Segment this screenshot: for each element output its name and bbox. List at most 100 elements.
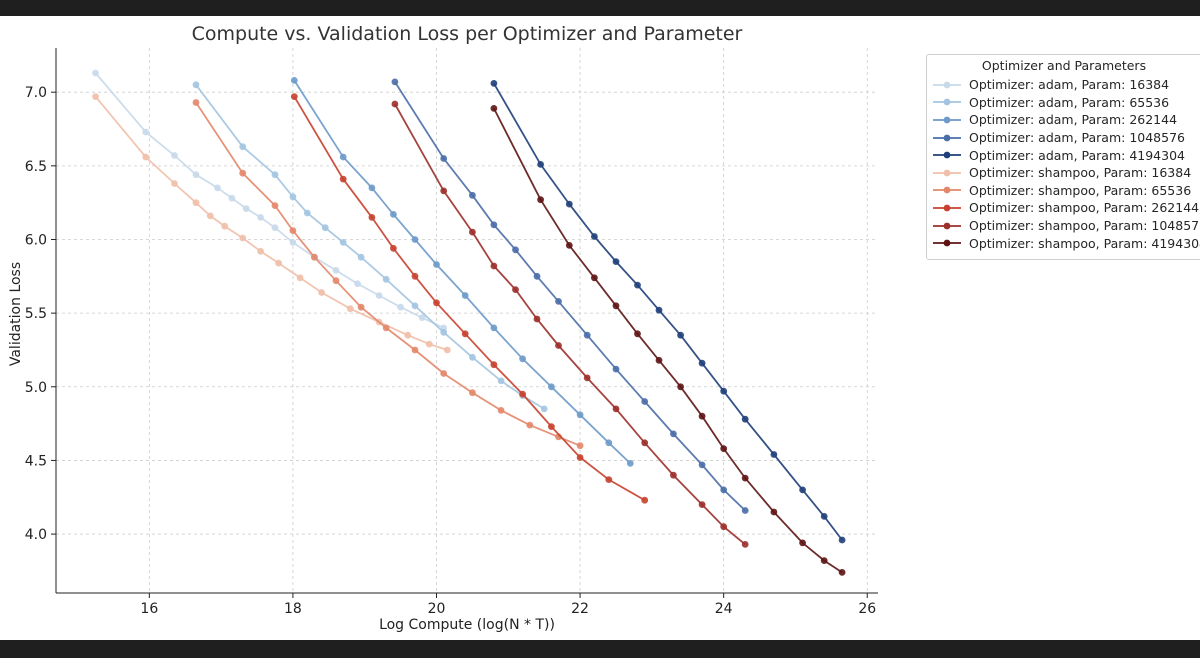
bottom-frame-bar [0,640,1200,658]
data-point [411,272,419,280]
y-tick-label: 7.0 [25,85,47,101]
y-tick-label: 5.5 [25,306,47,322]
legend-item: Optimizer: adam, Param: 262144 [927,111,1200,129]
data-point [411,302,419,310]
legend-item: Optimizer: adam, Param: 4194304 [927,146,1200,164]
data-point [192,81,200,89]
data-point [214,184,221,192]
data-point [382,324,390,332]
data-point [289,193,297,201]
data-point [555,298,562,305]
data-point [677,331,684,339]
y-tick-label: 4.5 [25,453,47,469]
data-point [357,303,365,311]
data-point [677,383,684,391]
data-point [612,365,620,373]
data-point [641,398,649,405]
data-point [339,175,347,183]
x-tick-label: 16 [140,601,158,617]
data-point [221,222,229,230]
data-point [565,200,573,208]
data-point [583,331,591,339]
data-point [390,211,397,218]
data-point [290,77,298,84]
data-point [526,421,534,429]
legend-title: Optimizer and Parameters [981,58,1147,73]
data-point [290,93,298,100]
data-point [461,330,469,338]
data-point [497,377,505,385]
data-point [346,305,354,313]
legend-swatch-marker [943,134,951,141]
series-line [293,96,646,501]
data-point [591,233,598,240]
ticks: 16 18 20 22 24 26 4.0 4.5 5.0 5.5 6.0 6.5 7.0 [25,85,876,617]
data-point [469,353,476,361]
data-point [565,242,573,249]
data-point [257,214,264,221]
data-point [591,274,598,282]
data-point [469,191,476,199]
legend-item: Optimizer: shampoo, Param: 65536 [927,182,1200,200]
data-point [443,346,451,354]
data-point [242,205,250,213]
data-point [271,202,279,210]
y-tick-label: 6.0 [25,232,47,248]
data-point [626,460,634,467]
data-point [576,411,584,419]
series-group [92,69,846,576]
legend-swatch-marker [943,186,951,194]
data-point [397,303,404,311]
grid [56,48,878,593]
data-point [583,374,591,382]
data-point [533,272,541,280]
data-point [770,508,778,516]
data-point [741,474,749,482]
x-tick-label: 26 [858,601,876,617]
data-point [404,331,412,339]
data-point [540,405,548,413]
series-5 [92,93,451,354]
legend-label: Optimizer: shampoo, Param: 16384 [969,165,1192,181]
legend-label: Optimizer: adam, Param: 1048576 [969,130,1185,146]
data-point [318,289,325,296]
data-point [720,523,728,531]
legend-swatch [933,204,961,212]
series-7 [290,93,649,504]
data-point [655,356,663,364]
data-point [239,143,247,151]
data-point [354,280,361,288]
legend-swatch-marker [943,81,951,89]
chart-title: Compute vs. Validation Loss per Optimize… [192,23,743,45]
x-tick-label: 24 [715,601,733,617]
data-point [490,361,498,369]
data-point [612,405,620,413]
data-point [612,302,620,310]
data-point [698,461,706,469]
legend-swatch-marker [943,151,951,159]
data-point [239,234,247,242]
data-point [332,277,340,285]
data-point [440,328,448,336]
data-point [469,228,476,236]
data-point [440,155,448,162]
data-point [368,214,376,221]
legend-label: Optimizer: adam, Param: 262144 [969,112,1178,128]
data-point [391,100,399,108]
data-point [433,299,440,307]
series-line [394,81,746,512]
data-point [519,355,526,363]
data-point [289,227,297,235]
legend-label: Optimizer: adam, Param: 16384 [969,77,1170,93]
legend-swatch [933,81,961,89]
legend-item: Optimizer: shampoo, Param: 4194304 [927,234,1200,252]
data-point [171,180,178,187]
data-point [271,171,279,179]
data-point [820,513,828,520]
legend-item: Optimizer: adam, Param: 16384 [927,76,1200,94]
data-point [411,236,419,243]
data-point [411,346,419,354]
x-tick-label: 18 [284,601,302,617]
legend-item: Optimizer: adam, Param: 1048576 [927,129,1200,147]
data-point [339,239,347,246]
